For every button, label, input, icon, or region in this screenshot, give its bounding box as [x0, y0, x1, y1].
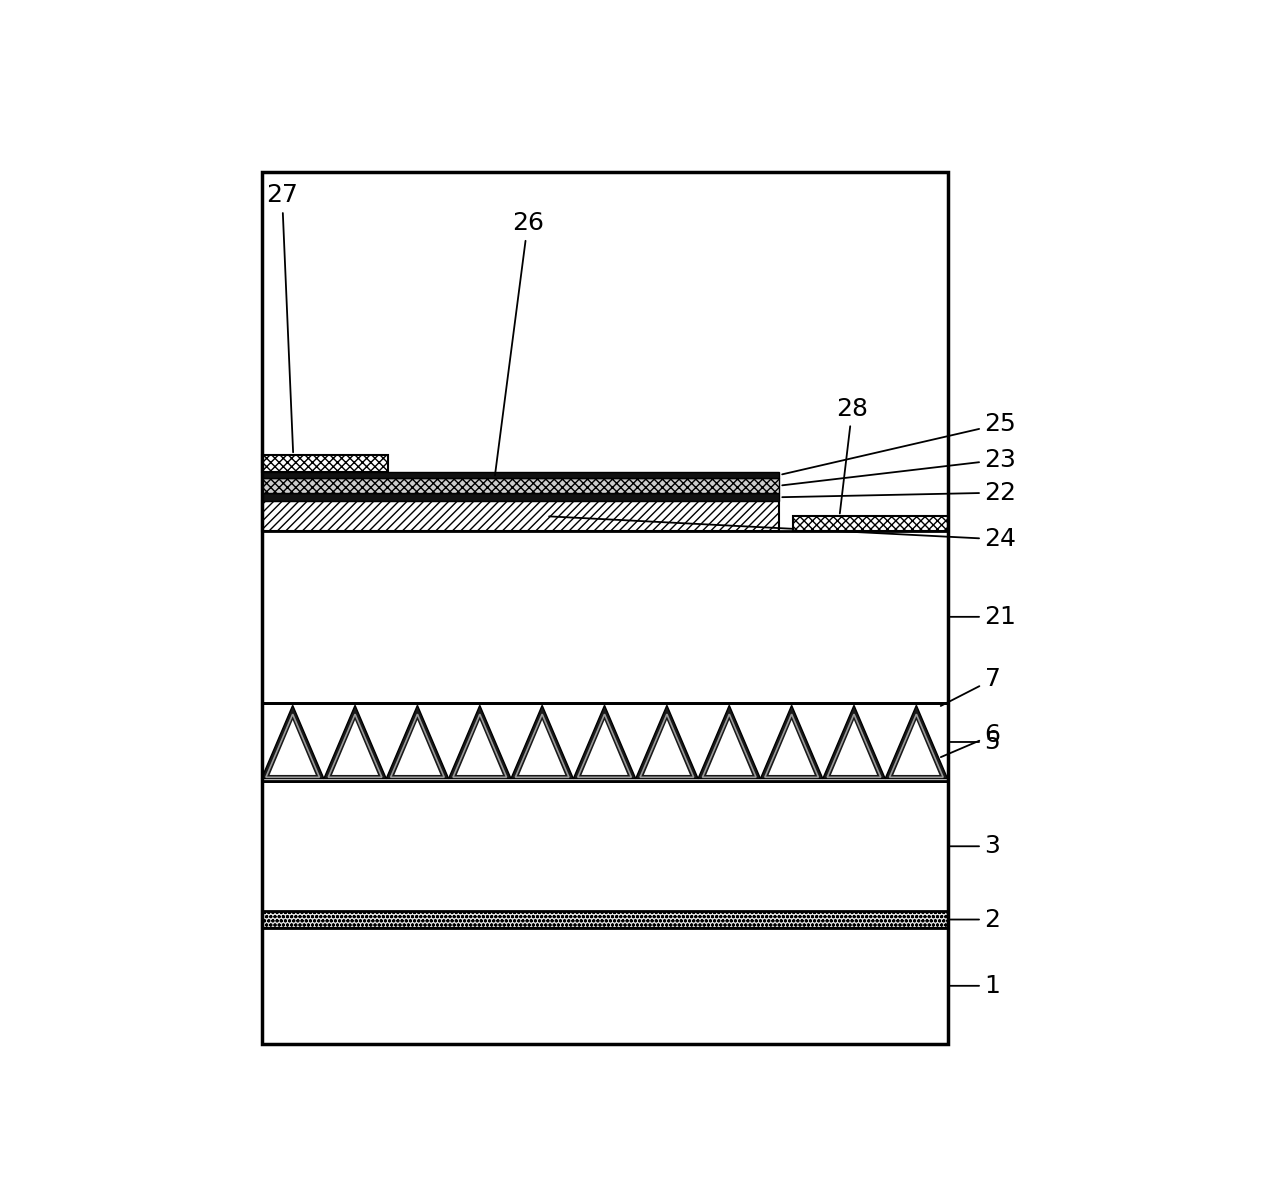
Polygon shape: [636, 706, 698, 779]
Polygon shape: [831, 720, 878, 775]
Text: 28: 28: [836, 396, 869, 513]
Bar: [262, 911, 947, 928]
Text: 3: 3: [950, 834, 1001, 858]
Polygon shape: [768, 720, 814, 775]
Text: 23: 23: [782, 448, 1016, 485]
Polygon shape: [324, 706, 386, 779]
Text: 22: 22: [782, 480, 1016, 504]
Bar: [262, 494, 780, 501]
Bar: [794, 517, 947, 531]
Polygon shape: [395, 720, 441, 775]
Polygon shape: [706, 720, 752, 775]
Text: 26: 26: [495, 211, 544, 476]
Polygon shape: [582, 720, 627, 775]
Bar: [262, 478, 780, 494]
Text: 2: 2: [950, 908, 1001, 932]
Bar: [262, 531, 947, 703]
Text: 1: 1: [950, 974, 1001, 998]
Polygon shape: [573, 706, 636, 779]
Polygon shape: [823, 706, 885, 779]
Text: 24: 24: [549, 517, 1016, 551]
Polygon shape: [893, 720, 940, 775]
Polygon shape: [698, 706, 761, 779]
Text: 7: 7: [941, 667, 1001, 706]
Polygon shape: [644, 720, 690, 775]
Polygon shape: [331, 720, 378, 775]
Polygon shape: [519, 720, 565, 775]
Bar: [262, 472, 780, 478]
Text: 6: 6: [941, 724, 1001, 757]
Bar: [262, 501, 780, 531]
Bar: [262, 781, 947, 911]
Text: 21: 21: [950, 604, 1016, 628]
Bar: [262, 703, 947, 781]
Polygon shape: [262, 706, 324, 779]
Polygon shape: [269, 720, 316, 775]
Bar: [262, 172, 947, 1044]
Polygon shape: [511, 706, 573, 779]
Polygon shape: [457, 720, 503, 775]
Polygon shape: [885, 706, 947, 779]
Text: 5: 5: [950, 730, 1001, 754]
Polygon shape: [448, 706, 511, 779]
Text: 27: 27: [267, 183, 298, 453]
Bar: [262, 928, 947, 1044]
Text: 25: 25: [782, 412, 1016, 474]
Polygon shape: [761, 706, 823, 779]
Bar: [262, 455, 389, 472]
Polygon shape: [386, 706, 448, 779]
